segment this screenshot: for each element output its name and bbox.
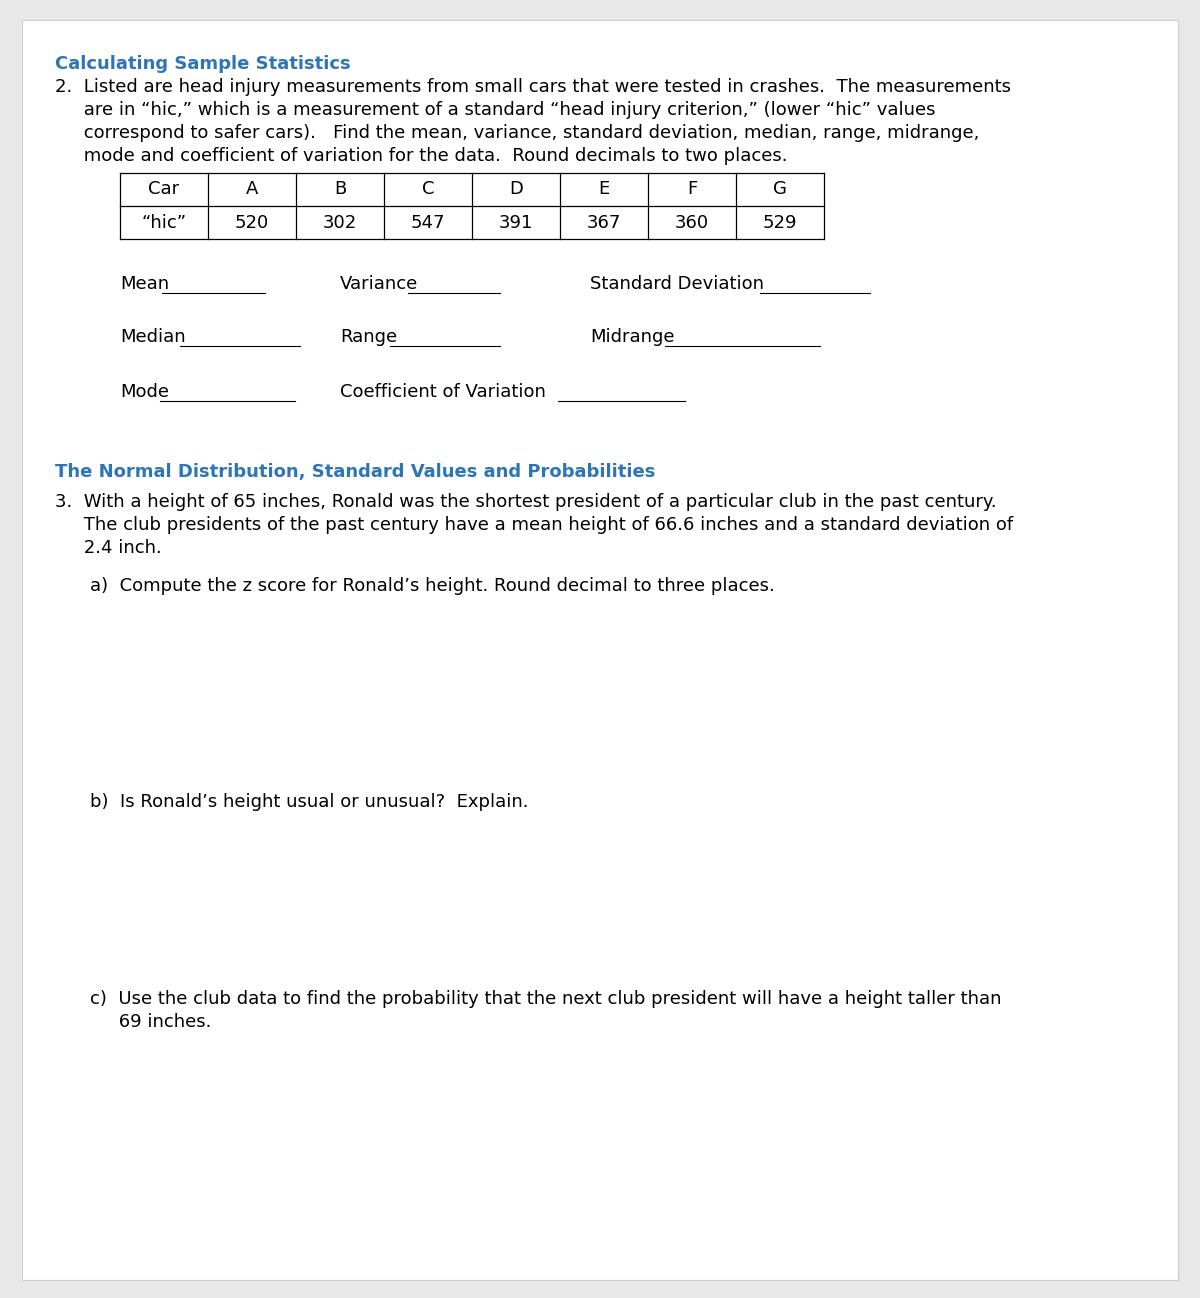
Text: “hic”: “hic”	[142, 213, 186, 231]
FancyBboxPatch shape	[22, 19, 1178, 1280]
Text: G: G	[773, 180, 787, 199]
Text: Median: Median	[120, 328, 186, 347]
Text: 520: 520	[235, 213, 269, 231]
Text: 360: 360	[674, 213, 709, 231]
Text: Variance: Variance	[340, 275, 419, 293]
Text: 69 inches.: 69 inches.	[90, 1012, 211, 1031]
Text: 2.  Listed are head injury measurements from small cars that were tested in cras: 2. Listed are head injury measurements f…	[55, 78, 1010, 96]
Text: D: D	[509, 180, 523, 199]
Text: Standard Deviation: Standard Deviation	[590, 275, 764, 293]
Text: The club presidents of the past century have a mean height of 66.6 inches and a : The club presidents of the past century …	[55, 517, 1013, 533]
Text: a)  Compute the z score for Ronald’s height. Round decimal to three places.: a) Compute the z score for Ronald’s heig…	[90, 578, 775, 594]
Text: Mode: Mode	[120, 383, 169, 401]
Text: Car: Car	[149, 180, 180, 199]
Text: Calculating Sample Statistics: Calculating Sample Statistics	[55, 55, 350, 73]
Text: 367: 367	[587, 213, 622, 231]
Text: c)  Use the club data to find the probability that the next club president will : c) Use the club data to find the probabi…	[90, 990, 1002, 1009]
Text: 3.  With a height of 65 inches, Ronald was the shortest president of a particula: 3. With a height of 65 inches, Ronald wa…	[55, 493, 997, 511]
Text: 529: 529	[763, 213, 797, 231]
Text: The Normal Distribution, Standard Values and Probabilities: The Normal Distribution, Standard Values…	[55, 463, 655, 482]
Text: B: B	[334, 180, 346, 199]
Text: 391: 391	[499, 213, 533, 231]
Text: A: A	[246, 180, 258, 199]
Text: C: C	[421, 180, 434, 199]
Text: E: E	[599, 180, 610, 199]
Text: Range: Range	[340, 328, 397, 347]
Text: b)  Is Ronald’s height usual or unusual?  Explain.: b) Is Ronald’s height usual or unusual? …	[90, 793, 528, 811]
Text: Midrange: Midrange	[590, 328, 674, 347]
Text: Mean: Mean	[120, 275, 169, 293]
Text: mode and coefficient of variation for the data.  Round decimals to two places.: mode and coefficient of variation for th…	[55, 147, 787, 165]
Text: correspond to safer cars).   Find the mean, variance, standard deviation, median: correspond to safer cars). Find the mean…	[55, 125, 979, 141]
Text: F: F	[686, 180, 697, 199]
Text: 2.4 inch.: 2.4 inch.	[55, 539, 162, 557]
Text: Coefficient of Variation: Coefficient of Variation	[340, 383, 546, 401]
Text: are in “hic,” which is a measurement of a standard “head injury criterion,” (low: are in “hic,” which is a measurement of …	[55, 101, 936, 119]
Text: 302: 302	[323, 213, 358, 231]
Text: 547: 547	[410, 213, 445, 231]
